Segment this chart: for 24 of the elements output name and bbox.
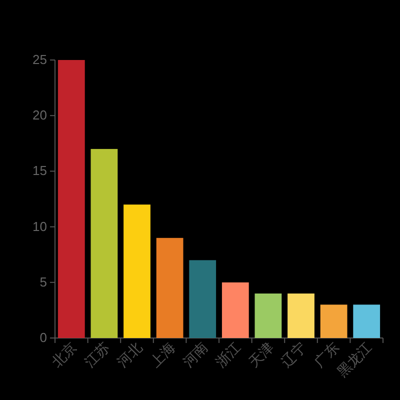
x-tick-label: 河南 xyxy=(180,338,211,370)
x-tick-label: 河北 xyxy=(114,338,146,370)
bar xyxy=(156,238,184,338)
bar xyxy=(288,294,314,338)
bar xyxy=(90,148,118,338)
x-tick-label: 天津 xyxy=(245,338,276,370)
x-tick-label: 上海 xyxy=(146,338,178,370)
bar xyxy=(222,282,249,338)
bar xyxy=(58,60,85,338)
y-tick-label: 5 xyxy=(40,274,47,290)
x-tick-label: 辽宁 xyxy=(278,338,310,370)
bar xyxy=(353,304,380,338)
y-tick-label: 0 xyxy=(40,330,47,345)
y-tick-label: 10 xyxy=(32,218,47,234)
x-tick-label: 浙江 xyxy=(212,338,244,370)
y-tick-label: 15 xyxy=(32,163,47,178)
bar xyxy=(189,260,216,338)
x-tick-label: 江苏 xyxy=(81,338,112,370)
bar xyxy=(254,294,282,338)
y-tick-label: 25 xyxy=(32,52,47,67)
bar xyxy=(320,304,348,338)
x-tick-label: 北京 xyxy=(48,338,80,370)
bar xyxy=(124,204,150,338)
y-tick-label: 20 xyxy=(32,108,47,123)
